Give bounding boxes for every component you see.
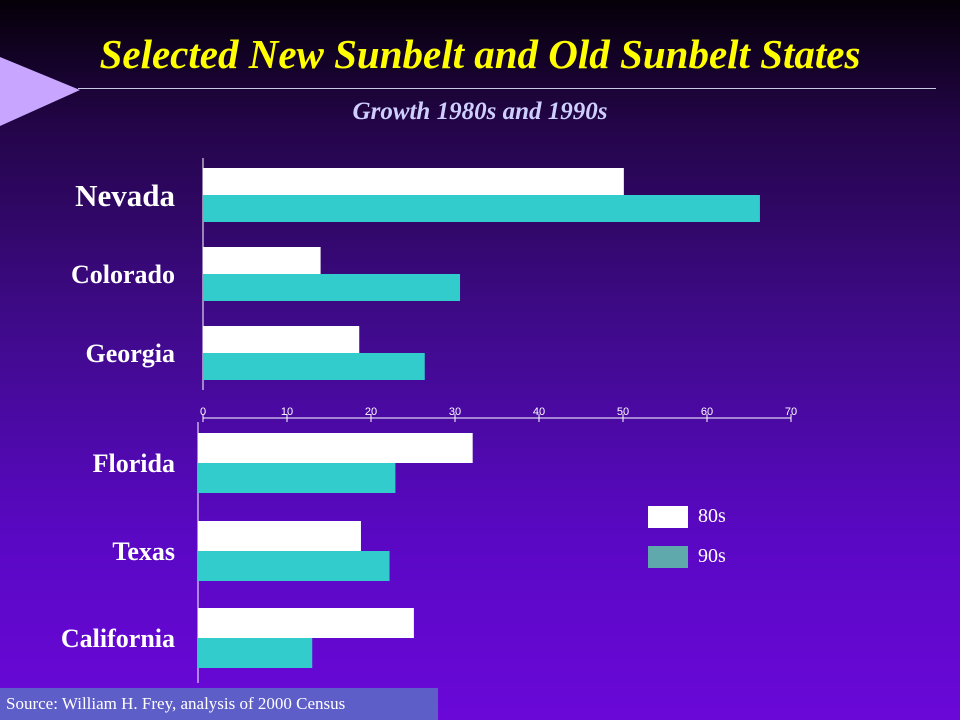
legend-item-90s: 90s (648, 545, 726, 568)
bar-california-90s (198, 638, 313, 668)
category-label-california: California (61, 624, 175, 653)
bar-nevada-80s (203, 168, 624, 195)
bar-texas-90s (198, 551, 390, 581)
x-tick-label-50: 50 (617, 406, 629, 418)
legend-item-80s: 80s (648, 505, 726, 528)
legend-swatch-90s (648, 545, 688, 568)
x-tick-label-0: 0 (200, 406, 206, 418)
source-note: Source: William H. Frey, analysis of 200… (0, 688, 438, 720)
x-tick-label-70: 70 (785, 406, 797, 418)
bar-colorado-90s (203, 274, 461, 301)
x-tick-label-60: 60 (701, 406, 713, 418)
bar-colorado-80s (203, 247, 321, 274)
x-tick-label-30: 30 (449, 406, 461, 418)
title-divider (78, 88, 936, 89)
bar-georgia-80s (203, 326, 360, 353)
x-tick-label-40: 40 (533, 406, 545, 418)
category-label-nevada: Nevada (75, 178, 175, 213)
bar-texas-80s (198, 521, 361, 551)
legend-swatch-80s (648, 505, 688, 528)
arrow-icon (0, 57, 80, 126)
legend-label-80s: 80s (698, 505, 726, 527)
category-label-georgia: Georgia (85, 339, 175, 368)
bar-georgia-90s (203, 353, 425, 380)
chart-title: Selected New Sunbelt and Old Sunbelt Sta… (99, 31, 861, 77)
bar-florida-90s (198, 463, 396, 493)
bar-california-80s (198, 608, 414, 638)
legend-label-90s: 90s (698, 545, 726, 567)
x-tick-label-20: 20 (365, 406, 377, 418)
bar-florida-80s (198, 433, 473, 463)
bar-nevada-90s (203, 195, 760, 222)
category-label-texas: Texas (112, 537, 175, 566)
chart-subtitle: Growth 1980s and 1990s (352, 98, 608, 125)
category-label-colorado: Colorado (71, 260, 175, 289)
category-label-florida: Florida (93, 449, 175, 478)
x-tick-label-10: 10 (281, 406, 293, 418)
